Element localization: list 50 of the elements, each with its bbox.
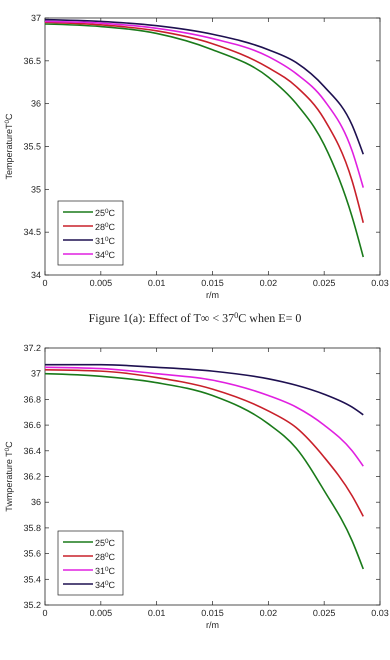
y-tick-label: 34.5 [23,227,41,238]
x-tick-label: 0.025 [312,608,336,618]
y-tick-label: 36.4 [23,446,41,456]
legend-label: 34$^{0}$C [95,250,116,260]
y-tick-label: 37.2 [23,343,41,353]
y-tick-label: 36 [30,98,41,109]
y-tick-label: 37 [30,368,41,379]
y-tick-label: 36.6 [23,420,41,430]
line-series [44,18,364,156]
line-series [44,20,364,188]
legend-label: 31$^{0}$C [95,566,116,576]
y-tick-label: 35.8 [23,522,41,533]
x-tick-label: 0.015 [201,278,224,288]
y-tick-label: 35.4 [23,574,41,584]
legend-label: 25$^{0}$C [95,538,116,548]
y-tick-label: 35 [30,184,41,194]
line-series [44,369,364,518]
line-series [44,366,364,468]
legend-label: 28$^{0}$C [95,552,116,562]
x-tick-label: 0.03 [371,278,389,288]
caption: Figure 1(a): Effect of T∞ < 37$^{0}$C when E= 0 [88,310,302,325]
x-tick-label: 0.015 [201,608,224,618]
x-tick-label: 0 [42,608,48,618]
y-tick-label: 36.5 [23,56,41,66]
y-tick-label: 36.2 [23,472,41,482]
legend-label: 34$^{0}$C [95,580,116,590]
y-tick-label: 35.2 [23,600,41,610]
y-tick-label: 37 [30,13,41,23]
y-tick-label: 35.5 [23,142,41,152]
x-tick-label: 0.03 [371,608,389,618]
x-tick-label: 0.01 [148,608,166,618]
x-axis-title: r/m [206,290,219,300]
legend-label: 31$^{0}$C [95,236,116,246]
x-tick-label: 0.005 [90,278,112,288]
x-axis-title: r/m [206,620,219,630]
line-series [44,364,364,416]
line-series [44,21,364,224]
line-series [44,23,364,258]
x-tick-label: 0.025 [312,278,336,288]
x-tick-label: 0.02 [260,278,278,288]
y-tick-label: 36.8 [23,394,41,404]
legend-label: 25$^{0}$C [95,208,116,218]
y-tick-label: 34 [30,270,41,280]
x-tick-label: 0.01 [148,278,166,288]
y-tick-label: 35.6 [23,548,41,559]
x-tick-label: 0.02 [260,608,278,618]
legend-label: 28$^{0}$C [95,222,116,232]
x-tick-label: 0.005 [90,608,112,618]
y-tick-label: 36 [30,497,41,508]
x-tick-label: 0 [42,278,48,288]
